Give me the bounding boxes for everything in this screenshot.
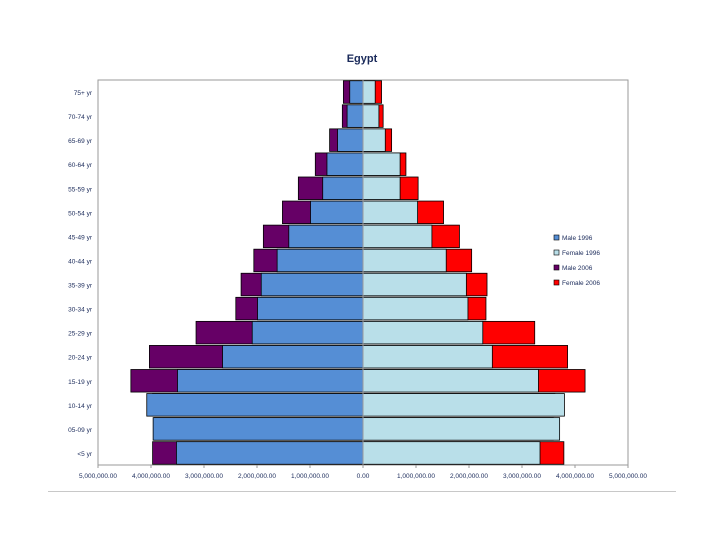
- bar-female-1996: [362, 272, 467, 297]
- y-tick-label: 25-29 yr: [68, 331, 93, 338]
- bar-male-1996: [310, 200, 364, 225]
- legend-swatch-female-2006: [553, 279, 560, 286]
- y-tick-label: 40-44 yr: [68, 258, 93, 265]
- bar-female-1996: [362, 152, 401, 176]
- legend-swatch-male-2006: [553, 264, 560, 271]
- legend-swatch-male-1996: [553, 234, 560, 241]
- bar-female-1996: [362, 80, 376, 104]
- legend-label-female-1996: Female 1996: [562, 250, 600, 257]
- bar-male-1996: [222, 345, 364, 369]
- x-tick-label: 0.00: [357, 473, 370, 480]
- bar-female-1996: [362, 369, 539, 393]
- x-tick-label: 5,000,000.00: [609, 473, 647, 480]
- y-tick-label: 55-59 yr: [68, 186, 93, 193]
- bar-female-1996: [362, 417, 561, 441]
- x-tick-label: 2,000,000.00: [238, 473, 276, 480]
- y-tick-label: 30-34 yr: [68, 307, 93, 314]
- bar-female-1996: [362, 441, 541, 465]
- legend-swatch-female-1996: [553, 249, 560, 256]
- x-tick-label: 3,000,000.00: [503, 473, 541, 480]
- y-tick-label: <5 yr: [77, 451, 92, 458]
- bar-male-1996: [251, 320, 364, 345]
- y-tick-label: 50-54 yr: [68, 210, 93, 217]
- y-tick-label: 45-49 yr: [68, 234, 93, 241]
- y-tick-label: 35-39 yr: [68, 283, 93, 290]
- x-tick-label: 3,000,000.00: [185, 473, 223, 480]
- bar-female-1996: [362, 393, 565, 417]
- y-tick-label: 65-69 yr: [68, 138, 93, 145]
- bar-female-1996: [362, 104, 380, 128]
- bar-male-1996: [260, 272, 364, 297]
- bar-male-1996: [326, 152, 364, 176]
- x-tick-label: 4,000,000.00: [556, 473, 594, 480]
- bar-female-1996: [362, 128, 386, 152]
- y-tick-label: 60-64 yr: [68, 162, 93, 169]
- bar-female-1996: [362, 320, 484, 345]
- bar-male-1996: [257, 296, 364, 321]
- x-tick-label: 4,000,000.00: [132, 473, 170, 480]
- bar-male-1996: [176, 441, 364, 465]
- bar-male-1996: [322, 176, 364, 200]
- bar-male-1996: [177, 369, 364, 393]
- bar-male-1996: [288, 224, 364, 249]
- legend-label-male-1996: Male 1996: [562, 235, 593, 242]
- x-tick-label: 2,000,000.00: [450, 473, 488, 480]
- bottom-divider: [48, 491, 676, 492]
- chart-title: Egypt: [347, 53, 378, 65]
- y-tick-label: 15-19 yr: [68, 379, 93, 386]
- legend-label-male-2006: Male 2006: [562, 265, 593, 272]
- x-tick-label: 1,000,000.00: [291, 473, 329, 480]
- y-tick-label: 05-09 yr: [68, 427, 93, 434]
- bar-male-1996: [346, 104, 364, 128]
- bar-male-1996: [349, 80, 364, 104]
- bar-female-1996: [362, 296, 469, 321]
- bar-male-1996: [276, 248, 364, 273]
- legend-label-female-2006: Female 2006: [562, 280, 600, 287]
- bar-female-1996: [362, 224, 433, 249]
- y-tick-label: 10-14 yr: [68, 403, 93, 410]
- bar-female-1996: [362, 248, 447, 273]
- bar-male-1996: [146, 393, 364, 417]
- y-tick-label: 20-24 yr: [68, 355, 93, 362]
- x-tick-label: 5,000,000.00: [79, 473, 117, 480]
- y-tick-label: 70-74 yr: [68, 114, 93, 121]
- bar-female-1996: [362, 176, 401, 200]
- bar-female-1996: [362, 345, 493, 369]
- x-tick-label: 1,000,000.00: [397, 473, 435, 480]
- bar-female-1996: [362, 200, 418, 225]
- bar-male-1996: [337, 128, 364, 152]
- bar-male-1996: [152, 417, 364, 441]
- y-tick-label: 75+ yr: [74, 90, 93, 97]
